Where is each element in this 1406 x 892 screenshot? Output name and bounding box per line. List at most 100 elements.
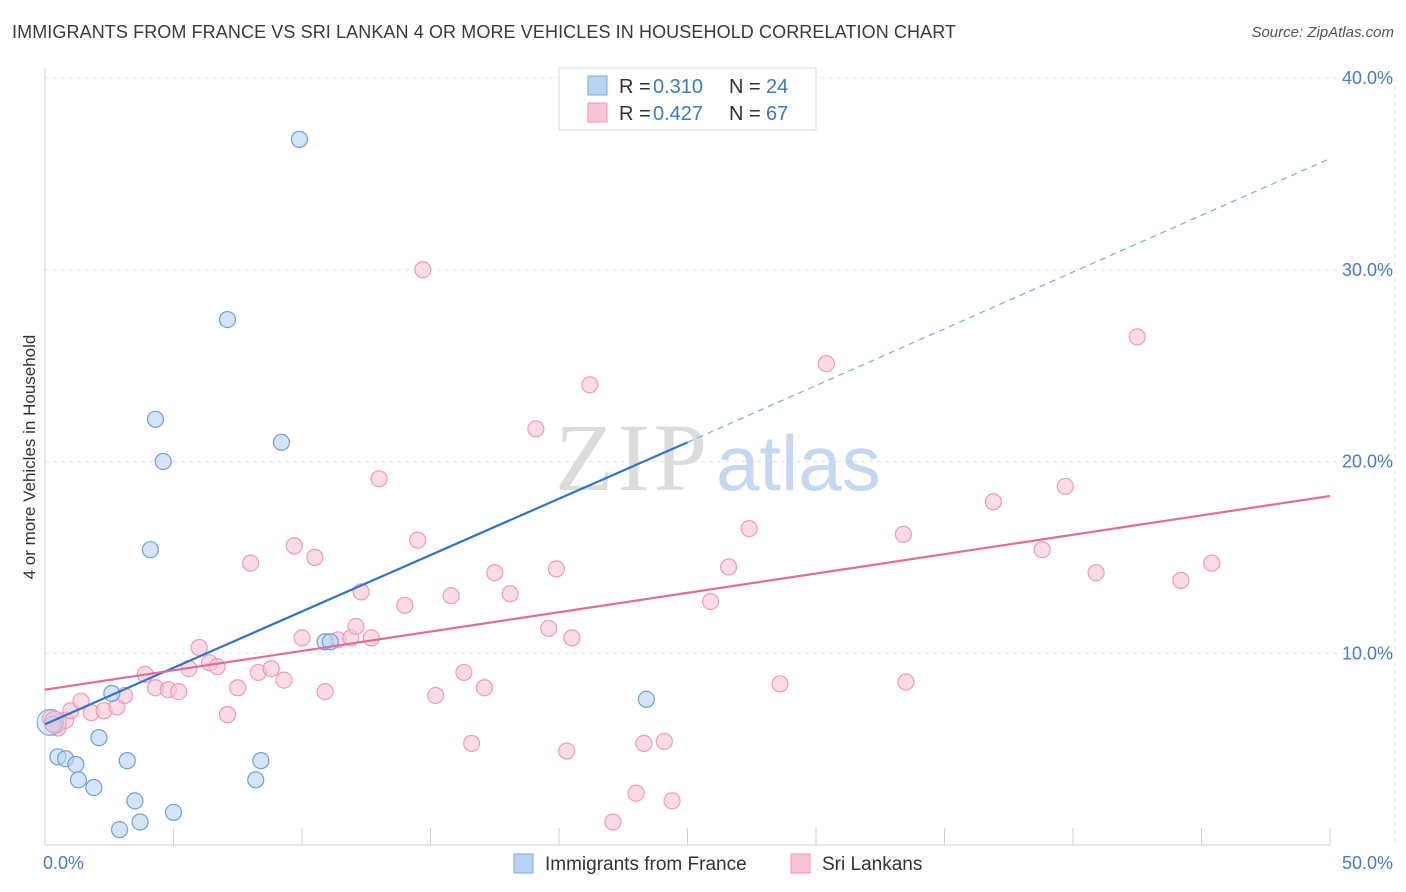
watermark-atlas: atlas (716, 419, 881, 507)
data-point (275, 671, 293, 689)
data-point (455, 663, 473, 682)
y-axis-label: 4 or more Vehicles in Household (20, 335, 39, 580)
data-point (897, 673, 915, 691)
data-point (229, 679, 247, 697)
x-tick-label: 50.0% (1342, 853, 1393, 873)
trend-lines (44, 157, 1331, 726)
data-points (36, 130, 1221, 839)
data-point (218, 706, 237, 724)
data-point (126, 792, 144, 810)
data-point (527, 420, 545, 438)
trend-line-srilankan (44, 494, 1331, 691)
data-point (475, 679, 494, 697)
legend-swatch-srilankan (587, 102, 608, 123)
data-point (146, 410, 165, 428)
data-point (442, 587, 460, 605)
bottom-legend-label-srilankan: Sri Lankans (822, 854, 922, 875)
y-tick-label: 40.0% (1342, 68, 1393, 88)
data-point (85, 778, 103, 797)
data-point (272, 433, 291, 451)
data-point (817, 355, 835, 373)
legend-swatch-france (587, 75, 608, 96)
data-point (604, 813, 622, 831)
data-point (370, 470, 388, 488)
data-point (1056, 477, 1074, 496)
legend-r-label: R = (619, 76, 651, 98)
source-label: Source: ZipAtlas.com (1251, 24, 1394, 41)
data-point (141, 541, 159, 559)
data-point (316, 682, 334, 701)
bottom-legend-swatch-france (513, 853, 534, 874)
data-point (463, 734, 481, 752)
data-point (894, 525, 912, 543)
data-point (90, 729, 108, 747)
data-point (581, 376, 599, 394)
data-point (409, 531, 427, 549)
legend-r-value: 0.427 (653, 103, 703, 125)
data-point (627, 784, 645, 802)
data-point (720, 558, 738, 576)
legend-n-label: N = (729, 76, 761, 98)
data-point (655, 732, 673, 751)
data-point (131, 813, 149, 831)
legend-r-value: 0.310 (653, 76, 703, 98)
top-legend: R = 0.310 N = 24 R = 0.427 N = 67 (558, 67, 817, 131)
legend-n-label: N = (729, 103, 761, 125)
y-tick-label: 20.0% (1342, 452, 1393, 472)
data-point (663, 792, 681, 810)
bottom-legend-swatch-srilankan (790, 853, 811, 874)
y-tick-label: 30.0% (1342, 260, 1393, 280)
data-point (501, 585, 519, 603)
data-point (306, 548, 324, 566)
data-point (110, 821, 129, 839)
data-point (347, 617, 365, 636)
data-point (702, 592, 720, 611)
data-point (414, 261, 432, 279)
data-point (247, 771, 265, 789)
data-point (563, 629, 581, 647)
y-tick-labels: 10.0% 20.0% 30.0% 40.0% (1342, 68, 1393, 663)
data-point (540, 619, 558, 637)
watermark: ZIP atlas (555, 404, 881, 511)
data-point (362, 629, 380, 647)
x-tick-label: 0.0% (43, 853, 84, 873)
data-point (242, 554, 260, 572)
data-point (293, 629, 311, 647)
chart-title: IMMIGRANTS FROM FRANCE VS SRI LANKAN 4 O… (12, 22, 957, 42)
trend-line-france (44, 441, 688, 726)
data-point (252, 752, 270, 770)
data-point (170, 682, 188, 701)
data-point (427, 686, 445, 705)
legend-n-value: 24 (766, 76, 788, 98)
x-tick-labels: 0.0% 50.0% (43, 853, 1393, 873)
data-point (637, 690, 655, 708)
bottom-legend: Immigrants from France Sri Lankans (513, 853, 922, 875)
data-point (208, 658, 226, 676)
watermark-zip: ZIP (555, 404, 711, 511)
data-point (547, 560, 566, 578)
data-point (262, 659, 280, 678)
data-point (984, 493, 1002, 511)
data-point (396, 596, 414, 614)
data-point (1087, 564, 1105, 582)
data-point (771, 675, 789, 693)
data-point (558, 742, 576, 760)
data-point (218, 311, 237, 329)
data-point (285, 537, 303, 555)
data-point (1033, 541, 1051, 559)
data-point (486, 564, 504, 582)
legend-n-value: 67 (766, 103, 788, 125)
bottom-legend-label-france: Immigrants from France (545, 854, 747, 875)
data-point (1203, 554, 1221, 572)
data-point (1128, 328, 1146, 346)
data-point (740, 520, 758, 538)
data-point (635, 734, 653, 752)
legend-r-label: R = (619, 103, 651, 125)
trend-line-france-extension (687, 157, 1331, 443)
data-point (290, 130, 309, 148)
data-point (67, 755, 85, 774)
data-point (69, 771, 88, 789)
data-point (118, 752, 136, 770)
data-point (154, 452, 172, 471)
